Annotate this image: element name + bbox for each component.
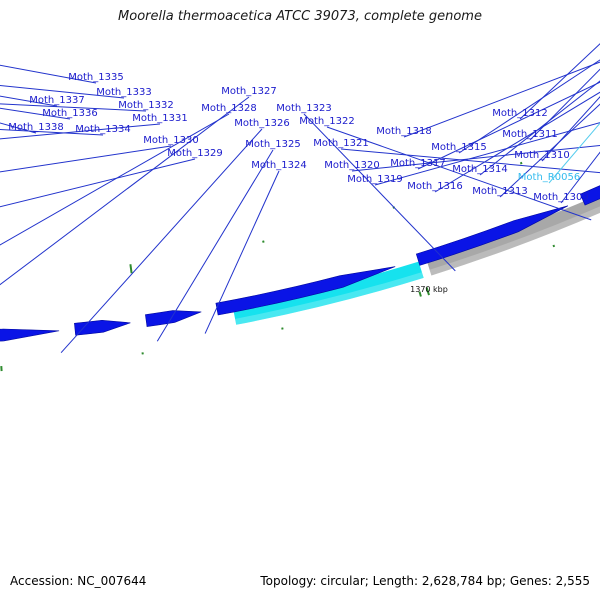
gene-leader-line	[204, 170, 280, 334]
kbp-label: 1370 kbp	[410, 285, 448, 294]
gene-label[interactable]: Moth_1331	[132, 113, 187, 124]
scale-tick-inner	[129, 264, 133, 274]
scale-tick-inner	[262, 240, 265, 243]
gene-leader-line	[0, 158, 196, 208]
tick-layer: 1385 kbp1380 kbp1375 kbp1370 kbp1365 kbp…	[0, 161, 556, 372]
gene-label[interactable]: Moth_1328	[201, 103, 256, 114]
gene-label[interactable]: Moth_1321	[313, 138, 368, 149]
cds-arrow	[145, 310, 202, 327]
scale-tick-inner	[519, 161, 523, 165]
gene-label[interactable]: Moth_1323	[276, 103, 331, 114]
gene-leader-line	[340, 148, 600, 174]
gene-leader-line	[326, 126, 592, 221]
gene-leader-line	[0, 85, 125, 99]
scale-tick-outer	[552, 244, 556, 248]
genome-title: Moorella thermoacetica ATCC 39073, compl…	[118, 9, 482, 24]
gene-label[interactable]: Moth_1338	[8, 122, 63, 133]
gene-leader-line	[0, 123, 161, 140]
gene-leader-line	[0, 145, 172, 173]
gene-leader-line	[60, 128, 263, 354]
gene-label[interactable]: Moth_1319	[347, 174, 402, 185]
genome-summary-text: Topology: circular; Length: 2,628,784 bp…	[260, 574, 590, 588]
gene-label[interactable]: Moth_1316	[407, 181, 462, 192]
gene-label[interactable]: Moth_1324	[251, 160, 306, 171]
gene-label[interactable]: Moth_R0056	[518, 172, 580, 183]
gene-label[interactable]: Moth_1313	[472, 186, 527, 197]
gene-label[interactable]: Moth_1332	[118, 100, 173, 111]
gene-label[interactable]: Moth_1312	[492, 108, 547, 119]
scale-tick-outer	[418, 291, 422, 297]
gene-label[interactable]: Moth_1310	[514, 150, 569, 161]
cds-arrow	[415, 205, 569, 266]
feature-block	[426, 194, 600, 276]
cds-arrow	[215, 266, 396, 316]
cds-layer	[0, 185, 600, 342]
gene-label[interactable]: Moth_1322	[299, 116, 354, 127]
gene-label[interactable]: Moth_1326	[234, 118, 289, 129]
gene-label[interactable]: Moth_1327	[221, 86, 276, 97]
feature-layer	[233, 194, 600, 325]
gene-leader-line	[0, 64, 97, 84]
gene-label[interactable]: Moth_1337	[29, 95, 84, 106]
kbp-major-tick	[425, 287, 430, 296]
cds-arrow	[579, 185, 600, 206]
feature-block-gloss	[235, 272, 424, 325]
gene-leader-line	[403, 61, 600, 138]
gene-label[interactable]: Moth_1311	[502, 129, 557, 140]
gene-label[interactable]: Moth_1315	[431, 142, 486, 153]
gene-label[interactable]: Moth_1334	[75, 124, 130, 135]
gene-label[interactable]: Moth_1309	[533, 192, 588, 203]
gene-label[interactable]: Moth_1317	[390, 158, 445, 169]
gene-leader-line	[0, 113, 230, 246]
gene-label[interactable]: Moth_1314	[452, 164, 507, 175]
cds-arrow	[0, 328, 60, 342]
gene-label[interactable]: Moth_1318	[376, 126, 431, 137]
gene-leader-line	[529, 68, 600, 141]
gene-leader-line	[374, 122, 600, 186]
gene-leader-line	[156, 149, 274, 342]
gene-leader-line	[0, 96, 250, 286]
gene-leader-line	[417, 81, 600, 170]
accession-text: Accession: NC_007644	[10, 574, 147, 588]
feature-block	[233, 261, 424, 325]
leader-layer	[0, 43, 600, 354]
gene-label[interactable]: Moth_1333	[96, 87, 151, 98]
gene-label[interactable]: Moth_1329	[167, 148, 222, 159]
gene-leader-line	[351, 144, 600, 172]
feature-block-gloss	[429, 206, 600, 276]
gene-label[interactable]: Moth_1325	[245, 139, 300, 150]
gene-leader-line	[499, 103, 600, 198]
label-layer: Moth_1335 Moth_1337 Moth_1333 Moth_1336 Moth…	[8, 72, 588, 203]
gene-label[interactable]: Moth_1335	[68, 72, 123, 83]
gene-label[interactable]: Moth_1320	[324, 160, 379, 171]
gene-label[interactable]: Moth_1336	[42, 108, 97, 119]
gene-label[interactable]: Moth_1330	[143, 135, 198, 146]
gene-leader-line	[303, 113, 456, 272]
gene-leader-line	[434, 91, 600, 193]
cds-arrow	[74, 319, 131, 336]
